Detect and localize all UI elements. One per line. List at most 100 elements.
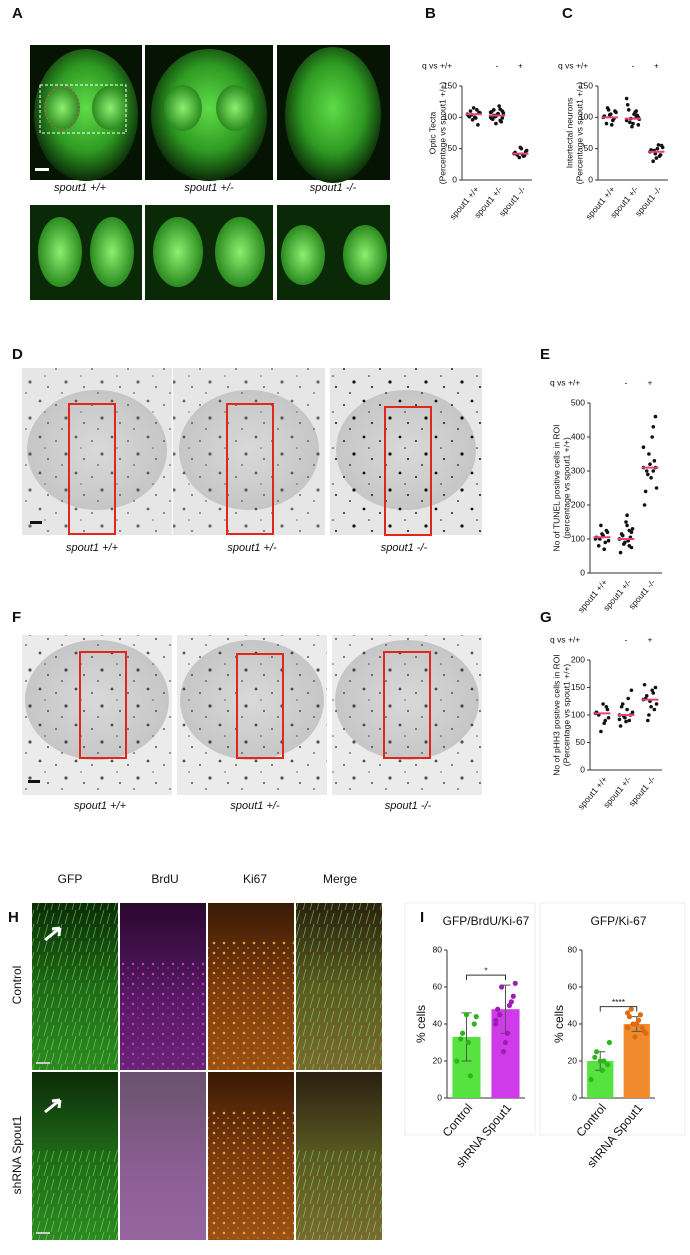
- data-point: [476, 123, 480, 127]
- chart-title: GFP/BrdU/Ki-67: [443, 914, 530, 928]
- data-point: [636, 123, 641, 127]
- data-point: [603, 718, 608, 723]
- data-point: [490, 117, 495, 122]
- data-point: [471, 106, 476, 110]
- data-point: [470, 118, 475, 122]
- row-label: Control: [10, 966, 24, 1005]
- data-point: [497, 104, 501, 108]
- y-tick-label: 80: [433, 944, 443, 954]
- data-point: [601, 702, 605, 706]
- data-point: [601, 1058, 607, 1064]
- data-point: [630, 124, 634, 129]
- y-tick-label: 100: [443, 112, 457, 122]
- data-point: [647, 452, 651, 456]
- header: q vs +/+: [422, 60, 452, 70]
- y-axis-label: (Percentage vs spout1 +/+): [437, 82, 447, 185]
- data-point: [620, 702, 625, 706]
- data-point: [619, 532, 624, 536]
- data-point: [588, 1076, 594, 1083]
- data-point: [654, 702, 659, 706]
- x-tick-label: Control: [440, 1101, 476, 1140]
- y-axis-label: % cells: [552, 1005, 566, 1043]
- panel-frame: [539, 902, 686, 1136]
- header: q vs +/+: [558, 60, 588, 70]
- column-label: GFP: [58, 872, 83, 886]
- y-axis-label: Optic Tecta: [427, 112, 437, 155]
- data-point: [468, 109, 473, 113]
- data-point: [518, 145, 523, 150]
- y-axis-label: % cells: [414, 1005, 428, 1043]
- data-point: [625, 707, 629, 712]
- y-tick-label: 20: [568, 1055, 578, 1065]
- data-point: [654, 486, 659, 490]
- y-tick-label: 150: [443, 80, 457, 90]
- y-tick-label: 0: [580, 764, 585, 774]
- data-point: [497, 1012, 503, 1018]
- y-tick-label: 0: [452, 174, 457, 184]
- header: q vs +/+: [550, 377, 580, 387]
- data-point: [458, 1036, 464, 1042]
- data-point: [599, 523, 603, 528]
- data-point: [628, 120, 632, 125]
- y-axis-label: (Percentage vs spout1 +/+): [561, 664, 571, 767]
- data-point: [651, 159, 655, 163]
- data-point: [650, 688, 654, 693]
- panel-a-images: [30, 45, 390, 300]
- data-point: [500, 1049, 507, 1055]
- data-point: [592, 1054, 598, 1060]
- data-point: [606, 1039, 612, 1046]
- data-point: [629, 688, 634, 693]
- data-point: [460, 1030, 466, 1036]
- data-point: [660, 145, 665, 150]
- y-tick-label: 100: [579, 112, 593, 122]
- data-point: [624, 520, 628, 524]
- y-tick-label: 200: [571, 654, 585, 664]
- caption: spout1 +/+: [54, 182, 107, 194]
- data-point: [618, 550, 623, 555]
- significance: ****: [612, 997, 626, 1007]
- data-point: [499, 119, 504, 124]
- column-label: BrdU: [151, 872, 178, 886]
- data-point: [652, 707, 657, 712]
- header-mark: -: [632, 60, 635, 70]
- y-tick-label: 40: [568, 1018, 578, 1028]
- y-tick-label: 500: [571, 397, 585, 407]
- y-axis-label: (Percentage vs spout1 +/+): [574, 82, 584, 185]
- data-point: [606, 715, 611, 720]
- data-point: [604, 1062, 611, 1068]
- caption: spout1 +/+: [66, 542, 119, 554]
- data-point: [493, 1017, 499, 1023]
- row-label: shRNA Spout1: [10, 1115, 24, 1194]
- data-point: [653, 685, 658, 690]
- data-point: [499, 984, 505, 990]
- data-point: [642, 682, 647, 687]
- significance-bracket: [599, 1006, 638, 1012]
- panel-letter: G: [540, 609, 552, 626]
- y-tick-label: 60: [568, 981, 578, 991]
- data-point: [655, 146, 660, 151]
- data-point: [524, 148, 529, 153]
- data-point: [501, 111, 506, 115]
- data-point: [605, 707, 610, 712]
- data-point: [625, 523, 629, 528]
- chart-title: GFP/Ki-67: [590, 914, 646, 928]
- data-point: [625, 103, 630, 107]
- header-mark: +: [654, 60, 659, 70]
- data-point: [626, 108, 631, 112]
- panel-letter: B: [425, 5, 436, 22]
- data-point: [649, 704, 653, 709]
- data-point: [475, 108, 479, 112]
- data-point: [463, 1012, 470, 1018]
- data-point: [649, 476, 653, 480]
- data-point: [644, 693, 649, 698]
- data-point: [607, 113, 612, 117]
- y-tick-label: 20: [433, 1055, 443, 1065]
- data-point: [594, 1049, 600, 1055]
- data-point: [625, 1010, 631, 1016]
- panel-f-images: [22, 635, 482, 795]
- data-point: [606, 538, 611, 543]
- data-point: [641, 445, 646, 450]
- x-tick-label: Control: [573, 1101, 609, 1140]
- data-point: [502, 1039, 509, 1046]
